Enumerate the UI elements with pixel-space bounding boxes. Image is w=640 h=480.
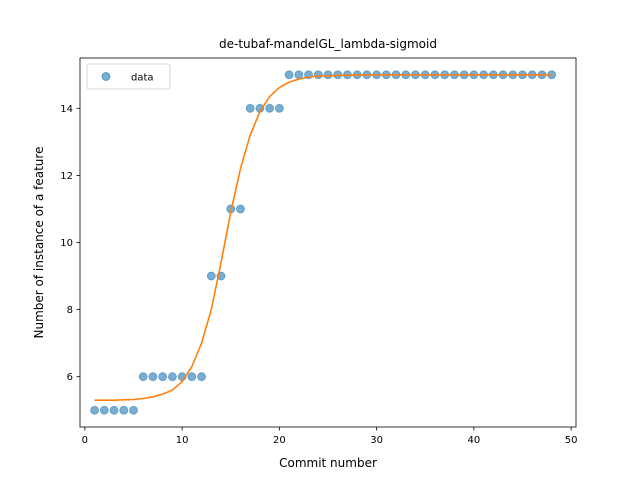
y-tick-label: 6 bbox=[67, 372, 73, 383]
data-point bbox=[294, 70, 304, 80]
plot-marks bbox=[90, 70, 557, 415]
legend-marker-data bbox=[101, 72, 111, 81]
data-point bbox=[274, 103, 284, 113]
data-point bbox=[187, 372, 197, 382]
x-axis-ticks: 0 10 20 30 40 50 bbox=[82, 427, 578, 446]
data-point bbox=[99, 405, 109, 415]
data-point bbox=[245, 103, 255, 113]
data-point bbox=[148, 372, 158, 382]
data-point bbox=[323, 70, 333, 80]
legend-entry-data: data bbox=[131, 73, 154, 84]
data-point bbox=[119, 405, 129, 415]
x-tick-label: 50 bbox=[565, 435, 578, 446]
y-axis-ticks: 6 8 10 12 14 bbox=[60, 104, 80, 383]
data-point bbox=[129, 405, 138, 415]
x-tick-label: 10 bbox=[176, 435, 189, 446]
y-tick-label: 8 bbox=[67, 305, 73, 316]
y-tick-label: 14 bbox=[60, 104, 73, 115]
data-point bbox=[236, 204, 245, 214]
plot-frame bbox=[79, 57, 577, 428]
fit-curve bbox=[94, 73, 552, 401]
x-tick-label: 30 bbox=[370, 435, 383, 446]
data-point bbox=[206, 271, 216, 281]
x-tick-label: 20 bbox=[273, 435, 286, 446]
y-tick-label: 12 bbox=[60, 171, 73, 182]
x-tick-label: 0 bbox=[82, 435, 88, 446]
y-axis-label: Number of instance of a feature bbox=[32, 147, 46, 339]
data-point bbox=[138, 372, 148, 382]
data-point bbox=[167, 372, 177, 382]
data-point bbox=[313, 70, 323, 80]
legend-box bbox=[86, 63, 171, 90]
data-point bbox=[284, 70, 294, 80]
y-tick-label: 10 bbox=[60, 238, 73, 249]
x-axis-label: Commit number bbox=[279, 456, 377, 470]
data-point bbox=[109, 405, 119, 415]
data-point bbox=[265, 103, 275, 113]
legend: data bbox=[86, 63, 171, 90]
data-point bbox=[197, 372, 206, 382]
chart-title: de-tubaf-mandelGL_lambda-sigmoid bbox=[219, 37, 437, 51]
x-tick-label: 40 bbox=[468, 435, 481, 446]
data-point bbox=[90, 405, 99, 415]
data-point bbox=[158, 372, 168, 382]
